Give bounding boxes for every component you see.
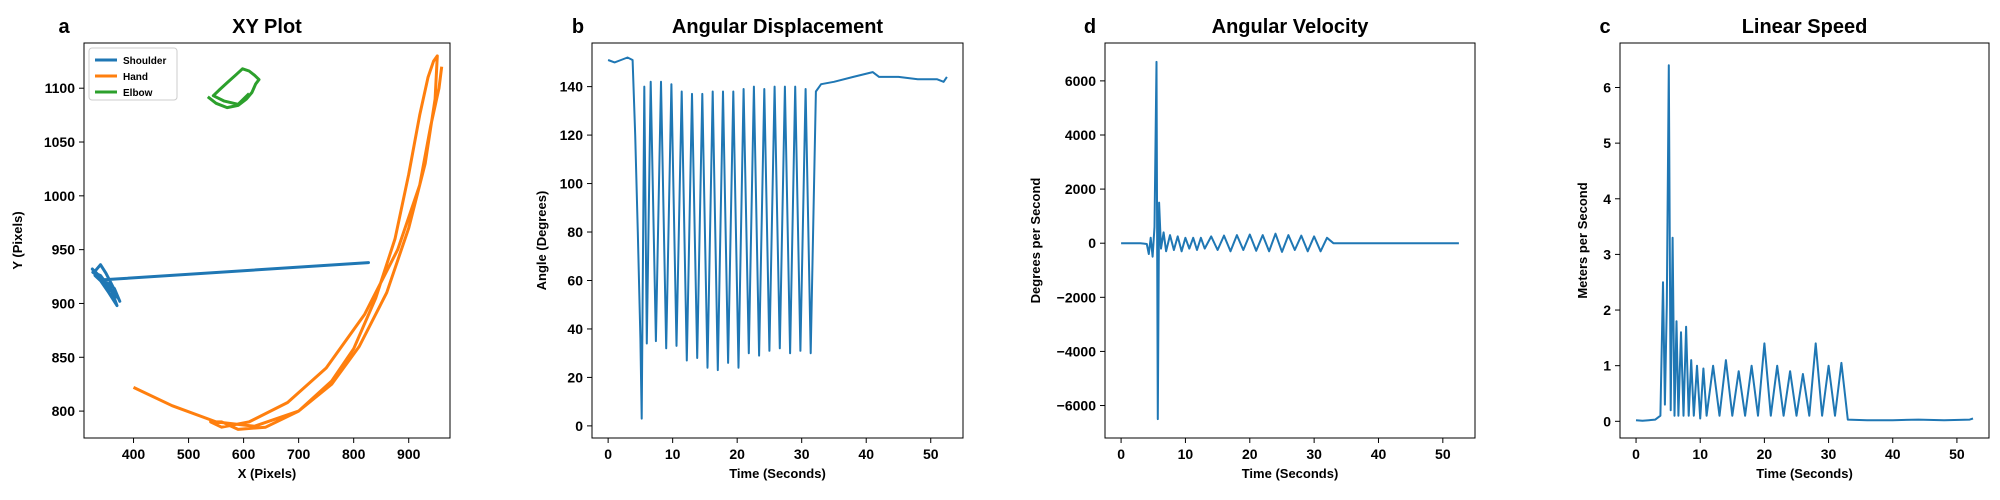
series-line-c-0 bbox=[1635, 64, 1974, 422]
series-line-a-hand bbox=[132, 54, 444, 431]
x-tick-label: 900 bbox=[397, 446, 421, 462]
series-line-a-elbow bbox=[206, 67, 261, 110]
y-tick-label: 1050 bbox=[44, 134, 75, 150]
legend-label-hand: Hand bbox=[123, 72, 148, 83]
y-axis-label-a: Y (Pixels) bbox=[10, 211, 25, 269]
x-tick-label: 800 bbox=[342, 446, 366, 462]
y-tick-label: 120 bbox=[560, 127, 584, 143]
x-tick-label: 700 bbox=[287, 446, 311, 462]
legend-label-elbow: Elbow bbox=[123, 88, 153, 99]
x-tick-label: 40 bbox=[858, 446, 874, 462]
y-tick-label: 0 bbox=[1088, 235, 1096, 251]
y-axis-label-c: Meters per Second bbox=[1575, 182, 1590, 298]
y-tick-label: 100 bbox=[560, 176, 584, 192]
plot-frame-c bbox=[1619, 42, 1990, 439]
plot-frame-d bbox=[1104, 42, 1476, 439]
x-tick-label: 0 bbox=[1632, 446, 1640, 462]
series-line-a-shoulder bbox=[90, 261, 370, 308]
y-tick-label: 40 bbox=[567, 321, 583, 337]
series-line-b-0 bbox=[607, 56, 948, 420]
plot-frame-b bbox=[591, 42, 964, 439]
chart-title-b: Angular Displacement bbox=[672, 16, 884, 38]
y-tick-label: 3 bbox=[1603, 246, 1611, 262]
y-tick-label: 60 bbox=[567, 272, 583, 288]
x-tick-label: 30 bbox=[1821, 446, 1837, 462]
y-tick-label: 6 bbox=[1603, 80, 1611, 96]
y-tick-label: 800 bbox=[52, 403, 76, 419]
panel-letter-b: b bbox=[572, 16, 584, 38]
y-tick-label: 850 bbox=[52, 349, 76, 365]
panel-letter-a: a bbox=[58, 16, 70, 38]
x-axis-label-b: Time (Seconds) bbox=[729, 466, 826, 481]
y-tick-label: 900 bbox=[52, 295, 76, 311]
panel-letter-c: c bbox=[1599, 16, 1610, 38]
x-axis-label-c: Time (Seconds) bbox=[1756, 466, 1853, 481]
y-tick-label: 0 bbox=[575, 418, 583, 434]
x-tick-label: 30 bbox=[1306, 446, 1322, 462]
y-axis-label-b: Angle (Degrees) bbox=[534, 191, 549, 291]
x-tick-label: 10 bbox=[665, 446, 681, 462]
y-tick-label: 4000 bbox=[1065, 127, 1096, 143]
y-tick-label: 950 bbox=[52, 242, 76, 258]
y-tick-label: 1100 bbox=[45, 80, 76, 96]
y-tick-label: 140 bbox=[560, 79, 584, 95]
chart-title-a: XY Plot bbox=[232, 16, 302, 38]
y-tick-label: −4000 bbox=[1057, 343, 1097, 359]
y-tick-label: 20 bbox=[567, 369, 583, 385]
y-tick-label: 4 bbox=[1603, 191, 1611, 207]
x-tick-label: 20 bbox=[1757, 446, 1773, 462]
x-tick-label: 0 bbox=[1117, 446, 1125, 462]
y-tick-label: 80 bbox=[567, 224, 583, 240]
x-tick-label: 400 bbox=[122, 446, 146, 462]
x-tick-label: 20 bbox=[1242, 446, 1258, 462]
x-axis-label-a: X (Pixels) bbox=[238, 466, 297, 481]
y-tick-label: −2000 bbox=[1057, 289, 1097, 305]
legend-label-shoulder: Shoulder bbox=[123, 56, 166, 67]
y-tick-label: 0 bbox=[1603, 413, 1611, 429]
x-tick-label: 40 bbox=[1885, 446, 1901, 462]
x-tick-label: 50 bbox=[923, 446, 939, 462]
y-tick-label: 6000 bbox=[1065, 73, 1096, 89]
y-tick-label: 1000 bbox=[44, 188, 75, 204]
y-tick-label: −6000 bbox=[1057, 398, 1097, 414]
panel-letter-d: d bbox=[1084, 16, 1096, 38]
x-tick-label: 30 bbox=[794, 446, 810, 462]
series-line-d-0 bbox=[1121, 60, 1459, 421]
y-axis-label-d: Degrees per Second bbox=[1028, 178, 1043, 304]
x-tick-label: 10 bbox=[1178, 446, 1194, 462]
x-tick-label: 20 bbox=[729, 446, 745, 462]
y-tick-label: 1 bbox=[1603, 358, 1611, 374]
y-tick-label: 2 bbox=[1603, 302, 1611, 318]
x-axis-label-d: Time (Seconds) bbox=[1242, 466, 1339, 481]
y-tick-label: 5 bbox=[1603, 135, 1611, 151]
plot-frame-a bbox=[83, 42, 451, 439]
x-tick-label: 0 bbox=[604, 446, 612, 462]
x-tick-label: 600 bbox=[232, 446, 256, 462]
x-tick-label: 40 bbox=[1371, 446, 1387, 462]
y-tick-label: 2000 bbox=[1065, 181, 1096, 197]
x-tick-label: 50 bbox=[1435, 446, 1451, 462]
x-tick-label: 500 bbox=[177, 446, 201, 462]
chart-title-d: Angular Velocity bbox=[1212, 16, 1370, 38]
chart-title-c: Linear Speed bbox=[1742, 16, 1868, 38]
x-tick-label: 50 bbox=[1949, 446, 1965, 462]
x-tick-label: 10 bbox=[1692, 446, 1708, 462]
